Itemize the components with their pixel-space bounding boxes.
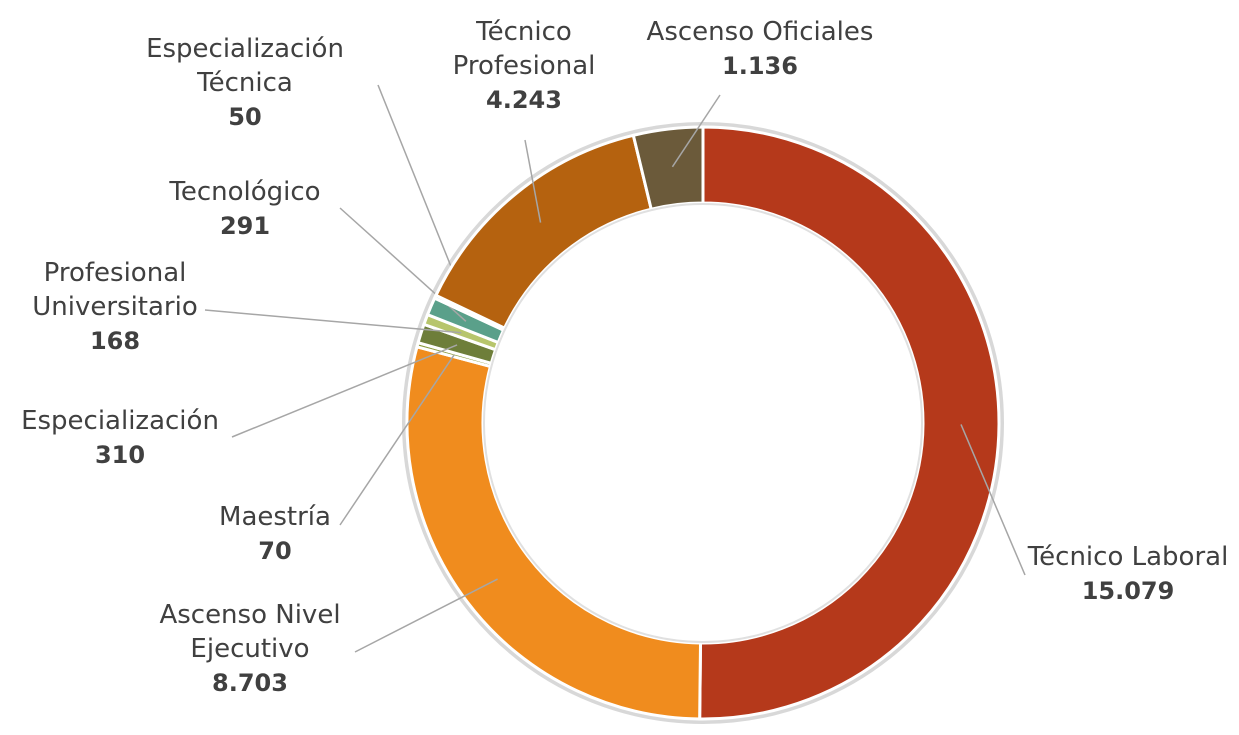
slice-label: Tecnológico 291 bbox=[145, 175, 345, 243]
leader-line bbox=[231, 344, 458, 438]
category-name: Técnico Laboral bbox=[1027, 542, 1229, 572]
donut-slice bbox=[433, 133, 654, 331]
slice-label: Ascenso Oficiales 1.136 bbox=[620, 15, 900, 83]
category-name: Especialización Técnica bbox=[146, 34, 344, 98]
value-label: 15.079 bbox=[1081, 577, 1175, 605]
leader-line bbox=[524, 139, 542, 223]
slice-label: Especialización 310 bbox=[0, 404, 240, 472]
leader-line bbox=[671, 94, 721, 168]
value-label: 70 bbox=[258, 537, 292, 565]
slice-label: Técnico Laboral 15.079 bbox=[1008, 540, 1239, 608]
slice-label: Profesional Universitario 168 bbox=[15, 256, 215, 358]
value-label: 50 bbox=[228, 103, 262, 131]
value-label: 168 bbox=[89, 327, 141, 355]
value-label: 310 bbox=[94, 441, 146, 469]
leader-line bbox=[354, 578, 498, 653]
leader-line bbox=[204, 309, 462, 334]
slice-label: Especialización Técnica 50 bbox=[130, 32, 360, 134]
category-name: Técnico Profesional bbox=[452, 17, 596, 81]
category-name: Tecnológico bbox=[169, 177, 321, 207]
leader-line bbox=[960, 424, 1026, 576]
slice-label: Maestría 70 bbox=[175, 500, 375, 568]
category-name: Ascenso Nivel Ejecutivo bbox=[159, 600, 341, 664]
value-label: 8.703 bbox=[212, 669, 288, 697]
donut-slice bbox=[698, 125, 1001, 721]
inner-border bbox=[483, 203, 923, 643]
ring-border bbox=[402, 122, 1004, 724]
value-label: 291 bbox=[219, 212, 271, 240]
category-name: Especialización bbox=[21, 406, 219, 436]
value-label: 1.136 bbox=[722, 52, 798, 80]
donut-slice bbox=[405, 345, 703, 721]
category-name: Maestría bbox=[219, 502, 331, 532]
slice-label: Técnico Profesional 4.243 bbox=[439, 15, 609, 117]
category-name: Profesional Universitario bbox=[32, 258, 198, 322]
value-label: 4.243 bbox=[486, 86, 562, 114]
slice-label: Ascenso Nivel Ejecutivo 8.703 bbox=[150, 598, 350, 700]
category-name: Ascenso Oficiales bbox=[646, 17, 874, 47]
leader-line bbox=[339, 354, 455, 526]
